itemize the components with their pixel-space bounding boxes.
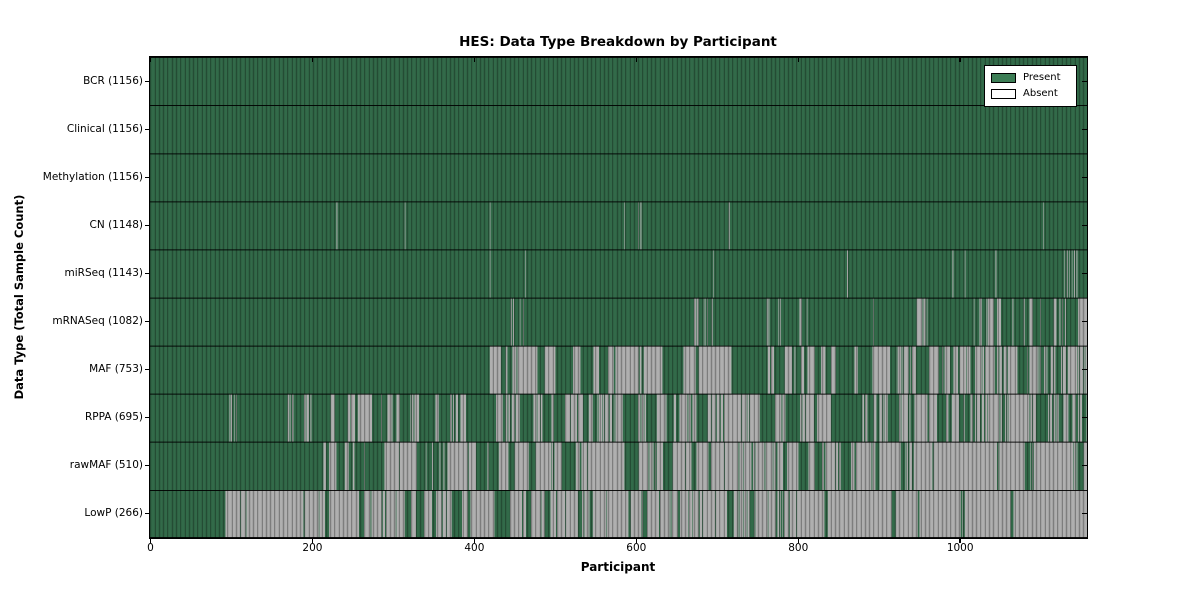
legend-entry-present: Present — [991, 70, 1070, 86]
y-axis-label: Data Type (Total Sample Count) — [12, 194, 26, 400]
x-tick-mark — [797, 57, 799, 62]
heatmap-canvas — [150, 57, 1087, 538]
y-tick-mark — [145, 80, 150, 83]
plot-area — [149, 56, 1088, 539]
x-tick-mark — [149, 538, 152, 543]
y-tick-mark — [1082, 512, 1087, 515]
y-tick-mark — [145, 512, 150, 515]
y-tick-mark — [1082, 128, 1087, 131]
y-tick-mark — [1082, 368, 1087, 371]
y-tick-label-Clinical: Clinical (1156) — [66, 122, 143, 135]
y-tick-label-miRSeq: miRSeq (1143) — [64, 266, 143, 279]
legend: Present Absent — [984, 65, 1077, 107]
x-tick-label-800: 800 — [788, 542, 809, 554]
y-tick-mark — [145, 416, 150, 419]
legend-absent-swatch — [991, 89, 1016, 99]
legend-present-label: Present — [1023, 72, 1061, 83]
x-tick-label-200: 200 — [302, 542, 323, 554]
legend-absent-label: Absent — [1023, 88, 1058, 99]
x-tick-mark — [149, 57, 152, 62]
y-tick-label-rawMAF: rawMAF (510) — [69, 458, 143, 471]
x-tick-mark — [473, 538, 476, 543]
x-tick-mark — [635, 57, 637, 62]
y-tick-mark — [1082, 224, 1087, 227]
y-tick-mark — [145, 464, 150, 467]
x-tick-mark — [311, 57, 314, 62]
y-tick-label-BCR: BCR (1156) — [83, 74, 143, 87]
y-tick-mark — [145, 272, 150, 275]
legend-entry-absent: Absent — [991, 86, 1070, 102]
x-tick-mark — [959, 57, 961, 62]
y-tick-label-RPPA: RPPA (695) — [84, 410, 143, 423]
chart-title: HES: Data Type Breakdown by Participant — [459, 34, 777, 50]
y-tick-mark — [145, 320, 150, 323]
y-tick-label-CN: CN (1148) — [89, 218, 143, 231]
y-tick-mark — [1082, 176, 1087, 179]
y-tick-mark — [1082, 416, 1087, 419]
y-tick-mark — [145, 128, 150, 131]
y-tick-mark — [1082, 320, 1087, 323]
legend-present-swatch — [991, 73, 1016, 83]
y-tick-mark — [1082, 464, 1087, 467]
x-tick-mark — [635, 538, 637, 543]
x-tick-label-1000: 1000 — [946, 542, 974, 554]
x-tick-mark — [311, 538, 314, 543]
x-tick-label-400: 400 — [464, 542, 485, 554]
y-tick-mark — [145, 224, 150, 227]
x-tick-label-0: 0 — [147, 542, 154, 554]
y-tick-label-LowP: LowP (266) — [84, 506, 143, 519]
y-tick-label-MAF: MAF (753) — [89, 362, 143, 375]
x-axis-label: Participant — [580, 560, 656, 574]
y-tick-label-mRNASeq: mRNASeq (1082) — [52, 314, 143, 327]
x-tick-mark — [959, 538, 961, 543]
x-tick-mark — [473, 57, 476, 62]
x-tick-label-600: 600 — [626, 542, 647, 554]
y-tick-mark — [1082, 80, 1087, 83]
y-tick-mark — [145, 176, 150, 179]
y-tick-mark — [1082, 272, 1087, 275]
y-tick-mark — [145, 368, 150, 371]
x-tick-mark — [797, 538, 799, 543]
y-tick-label-Methylation: Methylation (1156) — [42, 170, 143, 183]
